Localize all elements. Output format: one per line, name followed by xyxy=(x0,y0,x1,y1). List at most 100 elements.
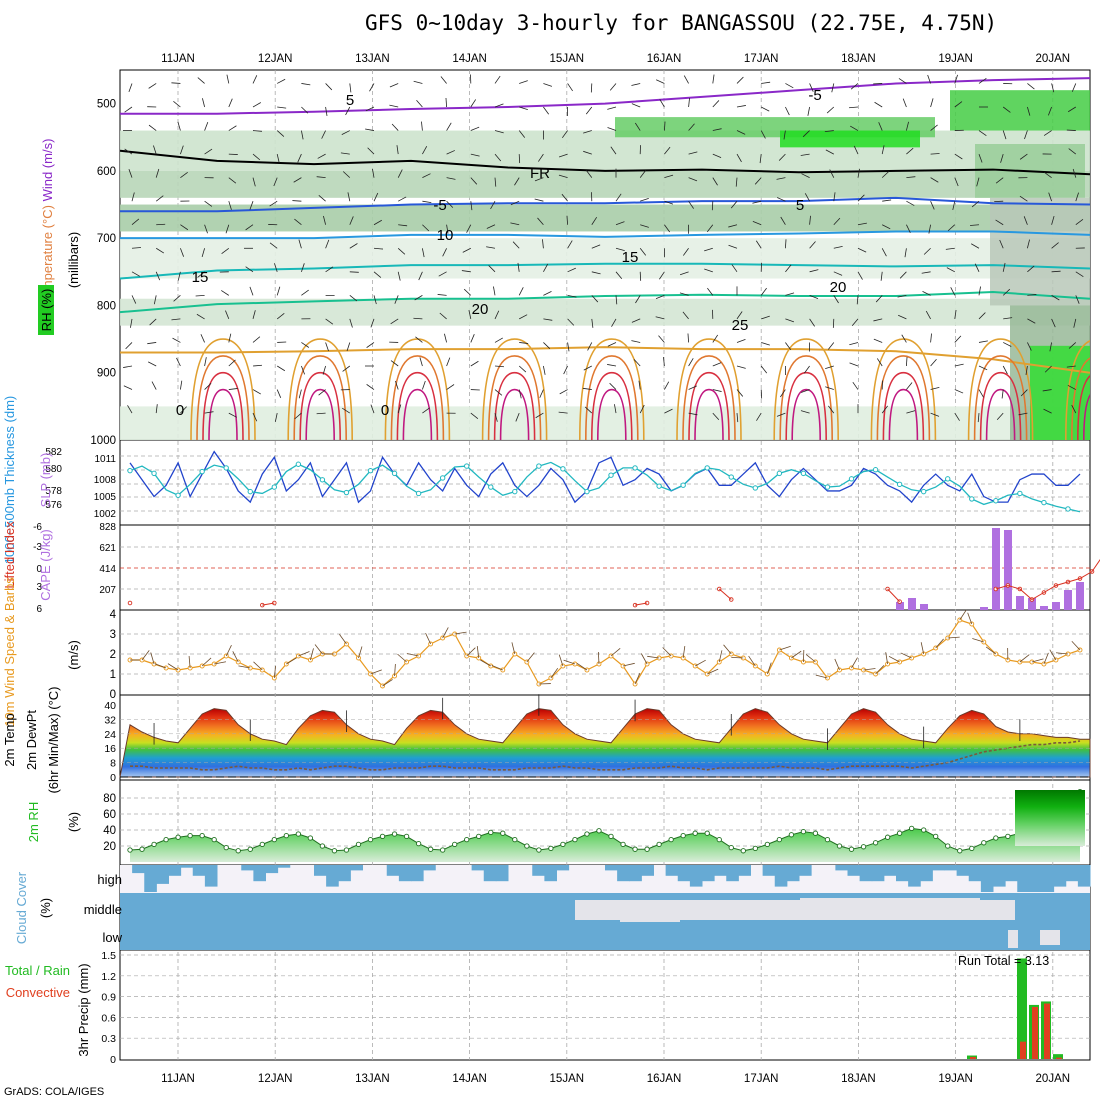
rh-band xyxy=(120,130,1090,171)
wind-barb-10m xyxy=(885,652,888,665)
wind-barb xyxy=(1027,83,1035,90)
contour-label: 20 xyxy=(472,301,489,318)
wind-barb xyxy=(128,83,133,93)
wind-barb xyxy=(801,173,810,178)
wind-barb xyxy=(512,241,520,249)
wind-barb xyxy=(252,364,263,367)
li-line xyxy=(887,588,900,602)
wind-barb xyxy=(736,153,742,163)
wind-barb xyxy=(785,239,787,249)
surface-isotherm xyxy=(985,388,1016,440)
li-line xyxy=(995,559,1100,601)
wind-barb xyxy=(873,338,883,343)
chart-title: GFS 0~10day 3-hourly for BANGASSOU (22.7… xyxy=(365,11,997,35)
wind-barb xyxy=(510,222,520,226)
cloud-high-bar xyxy=(726,865,739,882)
wind-barb xyxy=(347,192,351,202)
wind-barb xyxy=(640,198,649,202)
wind-barb xyxy=(800,389,810,393)
isotherm--5 xyxy=(120,77,1090,115)
wind-barb-10m xyxy=(576,662,588,671)
wind-barb xyxy=(561,130,568,139)
wind-barb xyxy=(446,122,452,131)
thickness-point xyxy=(439,475,446,481)
upper-ytick: 800 xyxy=(97,300,116,312)
wind-barb-10m xyxy=(766,662,772,675)
cloud-high-bar xyxy=(908,865,921,887)
rh-point xyxy=(331,848,338,854)
wind-barb xyxy=(276,389,282,398)
wind-barb xyxy=(366,342,375,348)
wind-barb xyxy=(712,153,722,158)
rh-point xyxy=(307,835,314,841)
wind-barb xyxy=(1071,83,1077,92)
rh-band xyxy=(120,238,1090,279)
contour-label: -5 xyxy=(433,197,446,214)
surface-isotherm xyxy=(384,338,451,440)
wind-barb xyxy=(567,83,573,92)
cloud-high-bar xyxy=(883,865,897,876)
wind-barb xyxy=(301,83,311,86)
wind-barb-10m xyxy=(188,656,191,669)
wind-barb xyxy=(488,265,496,273)
rh-point xyxy=(656,841,662,848)
cape-bar xyxy=(992,528,1000,610)
isotherm-FR xyxy=(120,149,1090,176)
wind-barb xyxy=(204,200,213,207)
wind-barb-10m xyxy=(1049,649,1057,661)
cloud-high-bar xyxy=(702,865,715,882)
surface-isotherm xyxy=(973,355,1028,440)
wind-barb xyxy=(221,290,230,296)
wind-barb xyxy=(829,169,835,178)
precip-conv-bar xyxy=(970,1056,976,1059)
cloud-high-bar xyxy=(859,865,873,882)
wind-barb xyxy=(421,121,423,131)
wind-barb xyxy=(446,357,451,367)
cloud-high-bar xyxy=(314,865,327,876)
wind-barb xyxy=(679,271,689,276)
panel-frame-wind10m xyxy=(119,609,1091,696)
cloud-high-bar xyxy=(338,865,351,882)
cape-bar xyxy=(1040,606,1048,610)
rh-point xyxy=(488,829,494,836)
wind-barb xyxy=(542,239,544,249)
wind-barb xyxy=(1018,412,1028,416)
wind-barb xyxy=(584,406,593,414)
wind-barb xyxy=(171,82,181,84)
thickness-ytick: 576 xyxy=(45,500,62,511)
wind-barb xyxy=(342,407,351,414)
wind-barb-10m xyxy=(238,665,251,669)
wind-barb-10m xyxy=(634,672,641,685)
wind-barb xyxy=(688,412,698,416)
wind-barb xyxy=(1051,270,1061,273)
wind-barb xyxy=(422,248,425,258)
wind-barb-10m xyxy=(662,647,672,657)
cloud-level-label: low xyxy=(102,930,122,945)
wind-barb xyxy=(1002,262,1006,272)
cloud-high-bar xyxy=(144,865,157,892)
rh-point xyxy=(740,848,746,854)
cloud-high-bar xyxy=(629,865,642,882)
wind-barb xyxy=(486,246,496,249)
contour-label: 5 xyxy=(346,92,354,109)
wind-barb xyxy=(180,406,187,414)
wind-barb xyxy=(1051,242,1059,249)
wind-barb xyxy=(131,247,142,249)
wind-barb xyxy=(809,83,814,92)
wind-barb-10m xyxy=(694,659,706,667)
wind-barb xyxy=(704,247,713,252)
wind-barb xyxy=(200,334,205,343)
wind-barb xyxy=(437,294,447,296)
surface-isotherm xyxy=(870,338,937,440)
cloud-high-bar xyxy=(156,865,169,884)
cloud-high-bar xyxy=(714,865,727,876)
wind-barb xyxy=(519,80,528,84)
contour-label: -5 xyxy=(808,87,821,104)
wind-barb xyxy=(881,171,890,178)
wind-barb xyxy=(995,219,1004,226)
surface-isotherm xyxy=(979,371,1022,440)
wind-barb-10m xyxy=(314,644,323,655)
wind-barb xyxy=(373,295,377,305)
rh-point xyxy=(764,841,770,848)
